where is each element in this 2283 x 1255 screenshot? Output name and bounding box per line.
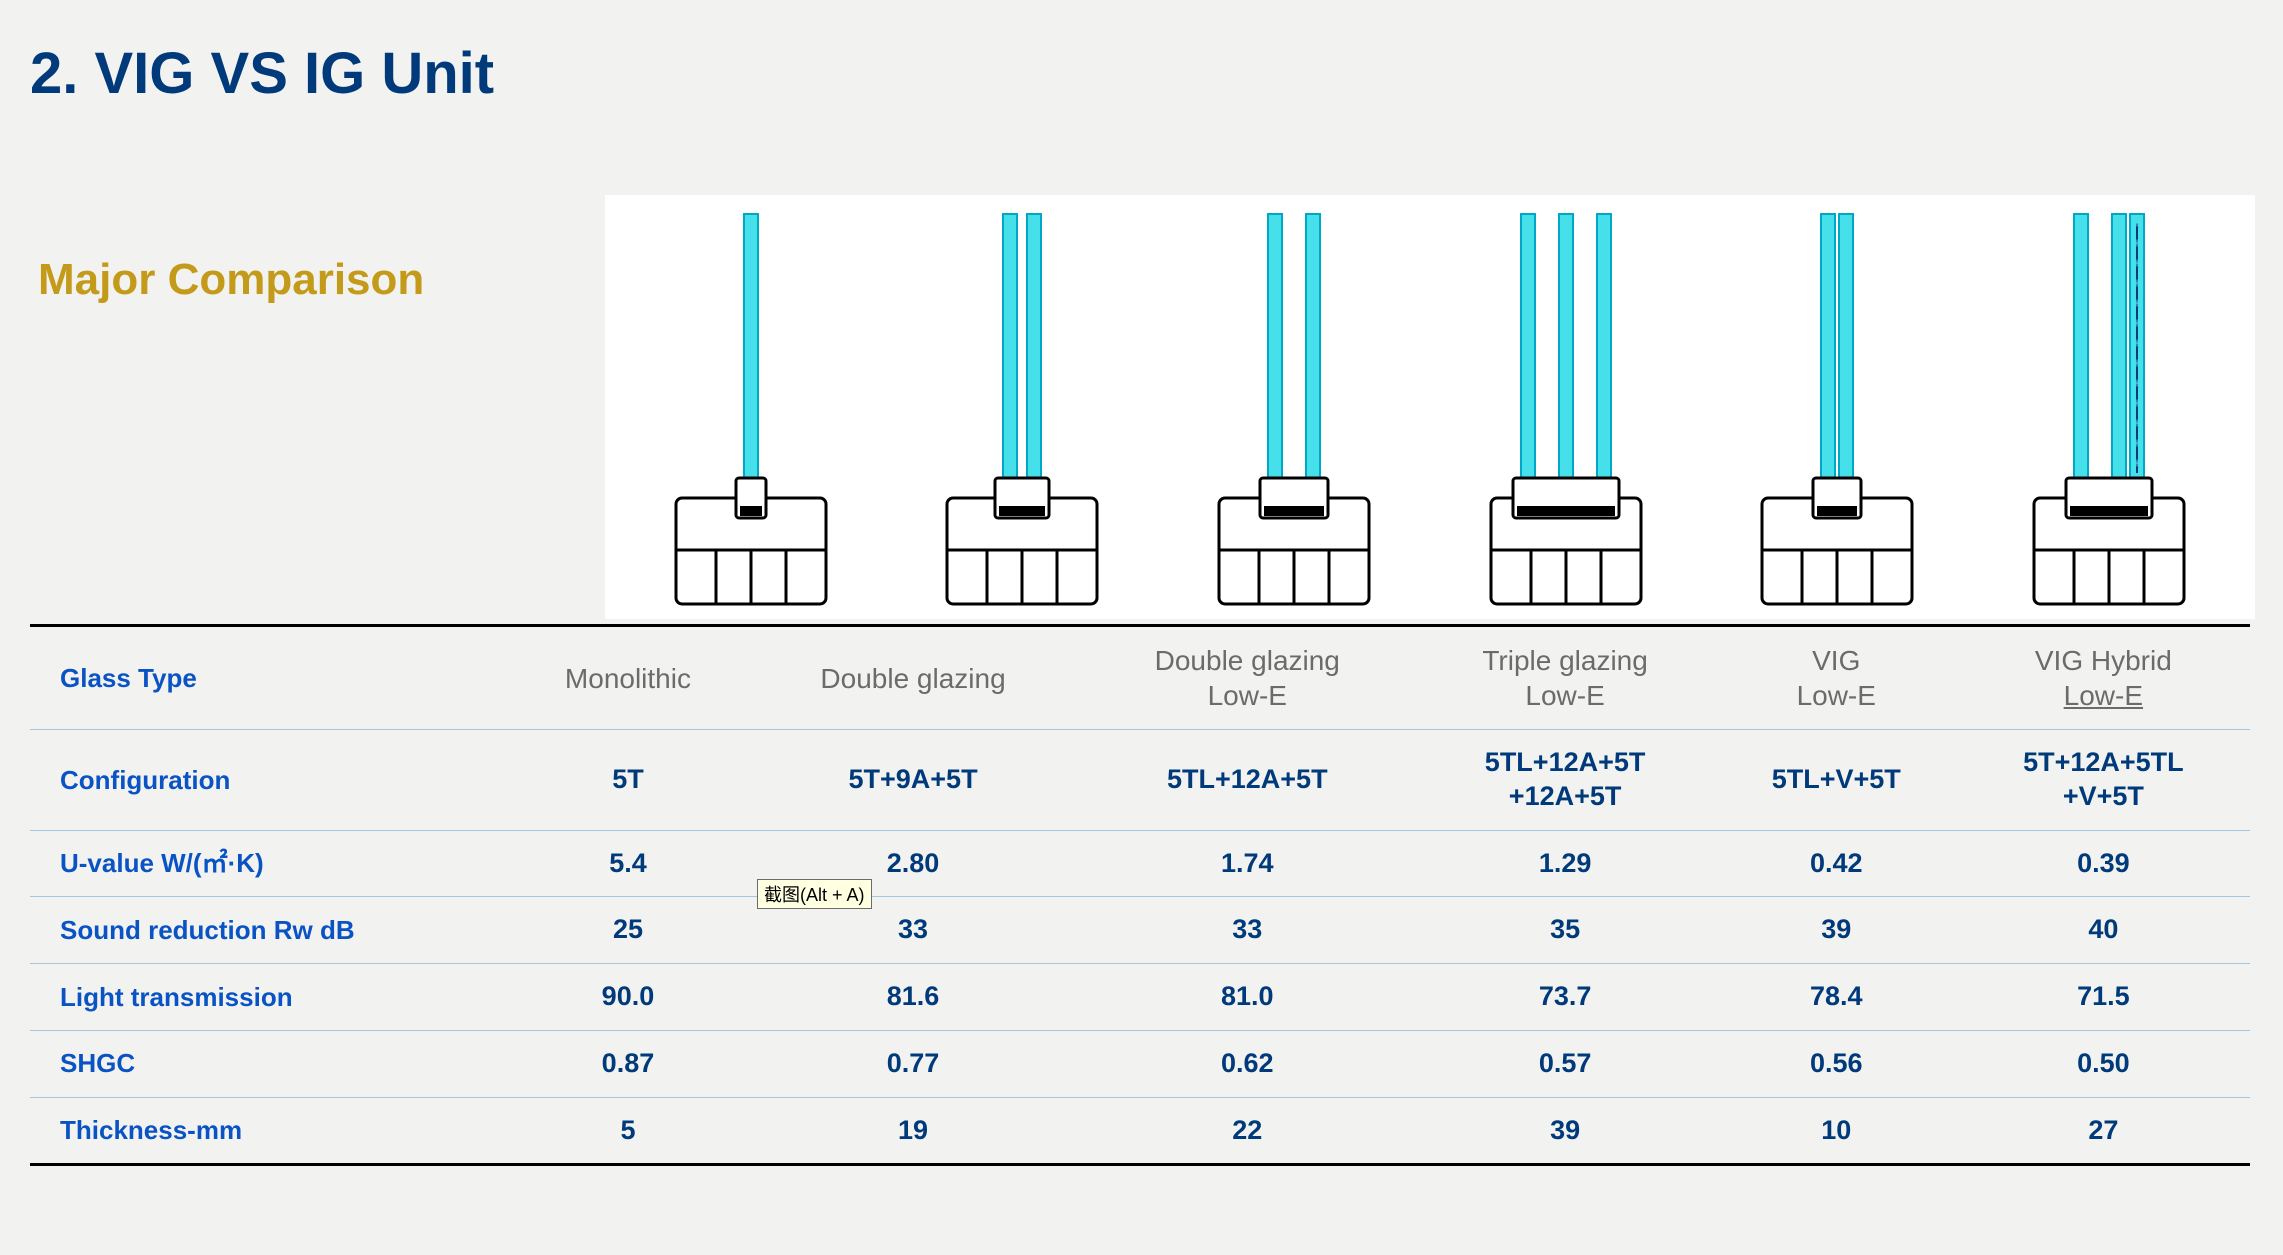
glass-pane bbox=[1558, 213, 1574, 483]
row-label: Thickness-mm bbox=[30, 1097, 510, 1165]
glass-pane bbox=[743, 213, 759, 483]
data-cell: 0.42 bbox=[1716, 830, 1957, 897]
window-frame-icon bbox=[2024, 458, 2194, 613]
glass-pane bbox=[1267, 213, 1283, 483]
glass-pane bbox=[1596, 213, 1612, 483]
column-header: Double glazing bbox=[746, 626, 1080, 730]
data-cell: 5TL+12A+5T+12A+5T bbox=[1414, 730, 1715, 831]
row-label: SHGC bbox=[30, 1030, 510, 1097]
glass-pane bbox=[2111, 213, 2127, 483]
data-cell: 0.39 bbox=[1957, 830, 2250, 897]
data-cell: 39 bbox=[1716, 897, 1957, 964]
glass-pane bbox=[1820, 213, 1836, 483]
data-cell: 0.57 bbox=[1414, 1030, 1715, 1097]
data-cell: 0.77 bbox=[746, 1030, 1080, 1097]
column-header: VIGLow-E bbox=[1716, 626, 1957, 730]
data-cell: 19 bbox=[746, 1097, 1080, 1165]
data-cell: 0.50 bbox=[1957, 1030, 2250, 1097]
window-frame-icon bbox=[666, 458, 836, 613]
table-row: U-value W/(㎡·K)5.42.801.741.290.420.39 bbox=[30, 830, 2250, 897]
glazing-diagram bbox=[1727, 203, 1947, 613]
glass-pane bbox=[2073, 213, 2089, 483]
glazing-diagram bbox=[912, 203, 1132, 613]
row-label: Configuration bbox=[30, 730, 510, 831]
window-frame-icon bbox=[1209, 458, 1379, 613]
glazing-diagram bbox=[641, 203, 861, 613]
screenshot-tooltip: 截图(Alt + A) bbox=[757, 879, 872, 909]
window-frame-icon bbox=[1752, 458, 1922, 613]
column-header: VIG HybridLow-E bbox=[1957, 626, 2250, 730]
glass-pane bbox=[1305, 213, 1321, 483]
header-glass-type: Glass Type bbox=[30, 626, 510, 730]
data-cell: 81.6 bbox=[746, 964, 1080, 1031]
page-title: 2. VIG VS IG Unit bbox=[0, 0, 2283, 107]
diagram-strip bbox=[605, 195, 2255, 619]
data-cell: 5TL+12A+5T bbox=[1080, 730, 1414, 831]
glass-pane bbox=[1520, 213, 1536, 483]
data-cell: 0.56 bbox=[1716, 1030, 1957, 1097]
data-cell: 0.62 bbox=[1080, 1030, 1414, 1097]
row-label: U-value W/(㎡·K) bbox=[30, 830, 510, 897]
data-cell: 78.4 bbox=[1716, 964, 1957, 1031]
data-cell: 39 bbox=[1414, 1097, 1715, 1165]
table-row: Light transmission90.081.681.073.778.471… bbox=[30, 964, 2250, 1031]
data-cell: 1.74 bbox=[1080, 830, 1414, 897]
row-label: Light transmission bbox=[30, 964, 510, 1031]
data-cell: 71.5 bbox=[1957, 964, 2250, 1031]
data-cell: 0.87 bbox=[510, 1030, 746, 1097]
data-cell: 5.4 bbox=[510, 830, 746, 897]
data-cell: 35 bbox=[1414, 897, 1715, 964]
data-cell: 73.7 bbox=[1414, 964, 1715, 1031]
glass-pane bbox=[1026, 213, 1042, 483]
table-row: Configuration5T5T+9A+5T5TL+12A+5T5TL+12A… bbox=[30, 730, 2250, 831]
data-cell: 22 bbox=[1080, 1097, 1414, 1165]
table-row: Sound reduction Rw dB253333353940 bbox=[30, 897, 2250, 964]
comparison-table: Glass TypeMonolithicDouble glazingDouble… bbox=[30, 624, 2250, 1166]
column-header: Triple glazingLow-E bbox=[1414, 626, 1715, 730]
column-header: Monolithic bbox=[510, 626, 746, 730]
glazing-diagram bbox=[1999, 203, 2219, 613]
data-cell: 5T bbox=[510, 730, 746, 831]
glass-pane bbox=[2129, 213, 2145, 483]
data-cell: 40 bbox=[1957, 897, 2250, 964]
glass-pane bbox=[1002, 213, 1018, 483]
data-cell: 5T+9A+5T bbox=[746, 730, 1080, 831]
data-cell: 5T+12A+5TL+V+5T bbox=[1957, 730, 2250, 831]
table-row: Thickness-mm51922391027 bbox=[30, 1097, 2250, 1165]
data-cell: 10 bbox=[1716, 1097, 1957, 1165]
data-cell: 81.0 bbox=[1080, 964, 1414, 1031]
glazing-diagram bbox=[1184, 203, 1404, 613]
glazing-diagram bbox=[1456, 203, 1676, 613]
window-frame-icon bbox=[937, 458, 1107, 613]
row-label: Sound reduction Rw dB bbox=[30, 897, 510, 964]
glass-pane bbox=[1838, 213, 1854, 483]
subtitle: Major Comparison bbox=[38, 255, 424, 305]
column-header: Double glazingLow-E bbox=[1080, 626, 1414, 730]
data-cell: 90.0 bbox=[510, 964, 746, 1031]
data-cell: 25 bbox=[510, 897, 746, 964]
data-cell: 1.29 bbox=[1414, 830, 1715, 897]
data-cell: 27 bbox=[1957, 1097, 2250, 1165]
data-cell: 5 bbox=[510, 1097, 746, 1165]
table-row: SHGC0.870.770.620.570.560.50 bbox=[30, 1030, 2250, 1097]
data-cell: 33 bbox=[1080, 897, 1414, 964]
data-cell: 5TL+V+5T bbox=[1716, 730, 1957, 831]
window-frame-icon bbox=[1481, 458, 1651, 613]
